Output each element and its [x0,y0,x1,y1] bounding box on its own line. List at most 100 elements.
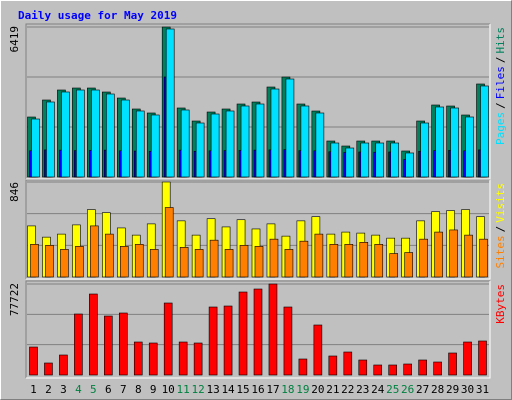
bar [345,147,355,178]
legend-entry: Hits [494,27,507,54]
bar [120,99,130,178]
bar [118,312,128,376]
bar [405,152,414,178]
x-tick-label: 21 [326,383,339,396]
bar [434,231,443,278]
bar [328,355,338,376]
bar [76,89,85,178]
bar [134,244,144,278]
bar [178,341,188,376]
x-tick-label: 28 [431,383,444,396]
bar [254,246,264,278]
y-tick-label: 77722 [8,283,21,316]
bar [480,85,489,178]
x-tick-label: 31 [476,383,489,396]
bar [89,293,98,376]
bar [105,233,114,278]
bar [238,291,248,376]
y-tick-label: 6419 [8,26,21,53]
bar [420,122,429,178]
x-tick-label: 5 [90,383,97,396]
panel-bevel-light [26,281,491,379]
bar [465,116,474,178]
bar [374,244,384,278]
x-tick-label: 29 [446,383,459,396]
bar [106,93,115,178]
x-tick-label: 20 [311,383,324,396]
bar [193,342,203,376]
x-tick-label: 25 [386,383,399,396]
bar [418,359,427,376]
bar [209,239,219,278]
bar [478,340,487,376]
legend-entry: Pages [494,112,507,145]
bar [375,142,385,178]
bar [60,249,69,278]
bar [225,110,235,178]
legend-entry: KBytes [494,284,507,324]
x-tick-label: 11 [177,383,190,396]
bar [284,249,294,278]
bar [31,118,40,178]
bar [419,238,428,278]
bar [104,315,113,376]
bar [373,364,383,376]
x-tick-label: 23 [356,383,369,396]
panel-bevel-dark [25,179,490,279]
bar [29,346,38,376]
bar [298,358,308,376]
bar [59,354,68,376]
bar [330,142,340,178]
x-tick-label: 24 [371,383,385,396]
bar [194,249,204,278]
bar [313,324,323,376]
chart-title: Daily usage for May 2019 [18,9,177,22]
y-tick-label: 846 [8,182,21,202]
x-tick-label: 15 [236,383,249,396]
x-tick-label: 16 [251,383,264,396]
bar [133,341,143,376]
bar [404,252,413,278]
bar [388,364,398,376]
legend-separator: / [494,57,507,64]
legend: KBytes [494,284,507,324]
bar [150,114,160,178]
bar [240,105,250,178]
x-tick-label: 13 [206,383,219,396]
panel-bevel-dark [25,280,490,378]
bar [135,110,145,178]
bar [464,234,473,278]
bar [75,246,84,278]
x-tick-label: 10 [162,383,175,396]
bar [148,342,158,376]
bar [329,244,339,278]
bar [179,247,189,278]
bar [223,305,233,376]
bar [195,122,205,178]
x-tick-label: 4 [75,383,82,396]
bar [343,351,353,376]
x-tick-label: 30 [461,383,474,396]
bar [450,107,459,178]
legend: Sites / Visits [494,183,507,269]
bar [44,362,53,376]
bar [389,253,399,278]
x-tick-label: 18 [281,383,294,396]
bar [91,89,100,178]
bar [448,352,457,376]
bar [61,91,70,178]
bar [210,113,220,178]
legend-separator: / [494,226,507,233]
x-tick-label: 14 [221,383,235,396]
bar [224,249,234,278]
bar [253,288,263,376]
bar [360,142,370,178]
panel-bevel-light [26,180,491,280]
x-tick-label: 8 [135,383,142,396]
bar [283,306,293,376]
bar [359,242,369,278]
bar [119,246,129,278]
